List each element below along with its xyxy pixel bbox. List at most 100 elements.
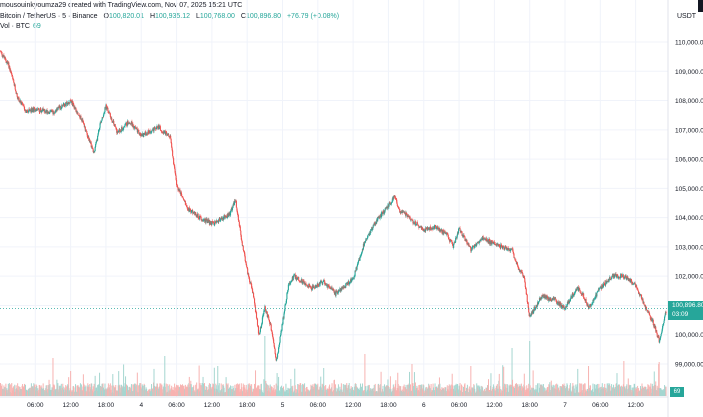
settings-tab-icon[interactable] <box>698 0 703 12</box>
candle-body <box>473 246 475 248</box>
candle-body <box>60 107 62 109</box>
candle-body <box>239 225 241 227</box>
candle-body <box>596 291 598 293</box>
volume-bar <box>204 383 206 396</box>
candle-body <box>235 201 237 208</box>
volume-bar <box>547 386 549 396</box>
candle-body <box>460 230 463 232</box>
volume-bar <box>348 383 350 396</box>
candle-body <box>469 246 471 248</box>
candle-body <box>249 278 251 283</box>
candle-body <box>602 285 604 288</box>
candle-body <box>112 122 114 123</box>
candle-body <box>504 247 506 250</box>
candle-body <box>348 283 350 285</box>
candle-body <box>618 276 620 278</box>
candle-body <box>175 175 177 180</box>
volume-bar <box>297 383 299 396</box>
candle-body <box>283 310 286 314</box>
candle-body <box>360 252 363 256</box>
candle-body <box>313 285 315 288</box>
candle-body <box>235 200 237 202</box>
candle-body <box>654 324 656 329</box>
volume-bar <box>244 387 246 396</box>
volume-bar <box>584 383 586 396</box>
candle-body <box>280 330 283 332</box>
volume-bar <box>93 383 95 396</box>
volume-bar <box>357 387 359 396</box>
volume-bar <box>0 385 2 396</box>
volume-bar <box>616 373 618 396</box>
volume-bar <box>648 385 650 396</box>
candle-body <box>332 288 335 290</box>
volume-bar <box>161 384 163 396</box>
candle-body <box>18 97 20 99</box>
candle-body <box>240 235 242 240</box>
candle-body <box>13 82 15 86</box>
candle-body <box>379 215 381 219</box>
volume-bar <box>502 365 504 396</box>
candle-body <box>176 185 179 188</box>
candle-body <box>661 329 663 333</box>
candle-body <box>57 106 59 109</box>
volume-label[interactable]: Vol · BTC <box>0 23 30 30</box>
candle-body <box>284 305 286 311</box>
volume-bar <box>68 377 70 396</box>
candle-body <box>290 282 292 283</box>
candle-body <box>278 345 280 348</box>
candle-body <box>12 79 14 80</box>
candle-body <box>128 123 130 124</box>
candle-body <box>268 319 270 322</box>
candle-body <box>494 244 496 245</box>
volume-bar <box>70 371 72 396</box>
candle-body <box>73 105 75 109</box>
candle-body <box>526 294 528 303</box>
candle-body <box>279 336 281 343</box>
y-tick-label: 107,000.00 <box>675 127 703 134</box>
y-tick-label: 100,000.00 <box>675 332 703 339</box>
candle-body <box>468 245 470 247</box>
candle-body <box>5 58 7 62</box>
candle-body <box>61 105 63 109</box>
candle-body <box>500 244 502 248</box>
volume-bar <box>52 358 54 396</box>
candle-body <box>305 283 307 285</box>
volume-bar <box>46 385 48 396</box>
candle-body <box>421 226 423 230</box>
candle-body <box>410 219 412 221</box>
candle-body <box>622 274 624 278</box>
candle-body <box>96 140 98 142</box>
candle-body <box>156 126 158 128</box>
candle-body <box>0 51 3 53</box>
volume-bar <box>459 383 461 396</box>
volume-bar <box>92 386 94 396</box>
volume-bar <box>542 384 544 396</box>
candle-body <box>247 268 249 275</box>
candle-body <box>22 103 24 105</box>
candle-body <box>576 289 578 291</box>
current-price-value: 100,896.80 <box>672 302 703 309</box>
candle-body <box>485 238 488 242</box>
candle-body <box>199 215 201 219</box>
candle-body <box>176 179 178 186</box>
time-axis[interactable]: 06:00 12:00 18:00 4 06:00 12:00 18:00 5 06:00 12:… <box>27 402 644 409</box>
candle-body <box>74 107 76 109</box>
volume-bar <box>655 381 657 396</box>
candle-body <box>409 219 412 221</box>
candle-body <box>33 107 35 112</box>
candle-body <box>103 113 105 115</box>
candle-body <box>231 208 234 211</box>
symbol-label[interactable]: Bitcoin / TetherUS · 5 · Binance <box>0 13 98 20</box>
candle-body <box>460 230 462 233</box>
candle-body <box>357 260 360 263</box>
candle-body <box>562 307 564 309</box>
close-value: 100,896.80 <box>245 13 282 20</box>
candle-body <box>599 287 601 289</box>
volume-bar <box>626 389 628 396</box>
volume-bar <box>581 383 583 396</box>
candle-body <box>279 334 282 337</box>
volume-bar <box>346 383 348 396</box>
volume-bar <box>395 380 397 396</box>
volume-bar <box>503 366 505 396</box>
